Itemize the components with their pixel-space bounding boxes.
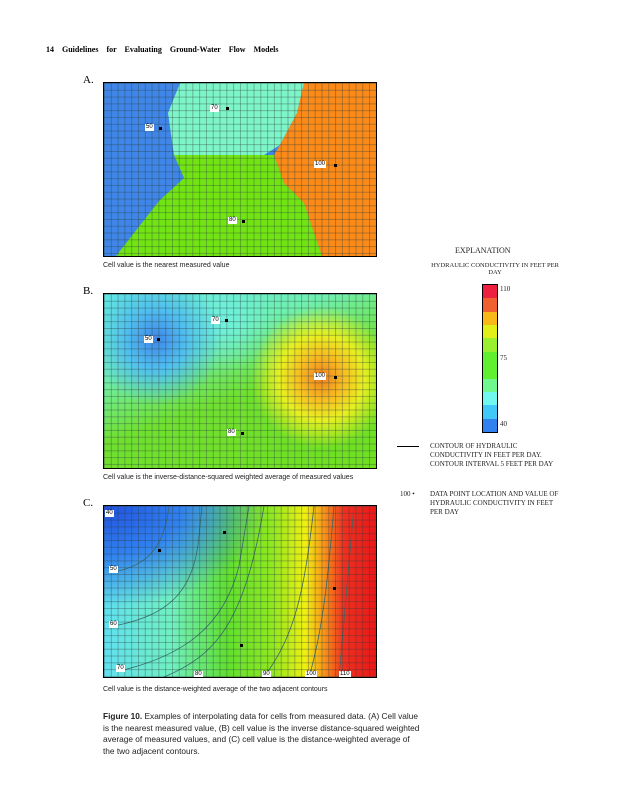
contour-label: 60 <box>109 621 118 628</box>
color-scale-step <box>483 391 497 406</box>
running-header: 14 Guidelines for Evaluating Ground-Wate… <box>46 45 279 54</box>
contour-label: 80 <box>194 671 203 677</box>
contour-label: 90 <box>262 671 271 677</box>
color-scale-step <box>483 311 497 326</box>
data-point-legend-text: DATA POINT LOCATION AND VALUE OF HYDRAUL… <box>430 490 559 516</box>
point-label: 50 <box>145 124 154 131</box>
point-label: 70 <box>211 317 220 324</box>
point-label: 50 <box>144 336 153 343</box>
contour-label: 70 <box>116 665 125 672</box>
contour-label: 110 <box>339 671 351 677</box>
color-scale-step <box>483 338 497 352</box>
panel-c-caption: Cell value is the distance-weighted aver… <box>103 686 328 693</box>
color-scale-step <box>483 298 497 312</box>
point-label: 100 <box>314 373 327 380</box>
point-label: 100 <box>314 161 327 168</box>
scale-tick: 75 <box>500 354 507 362</box>
color-scale-step <box>483 365 497 379</box>
color-scale-step <box>483 325 497 339</box>
contour-line-symbol <box>397 446 419 447</box>
legend-scale-title: HYDRAULIC CONDUCTIVITY IN FEET PER DAY <box>431 262 559 276</box>
panel-c-map: 40 50 60 70 80 90 100 110 <box>103 505 377 678</box>
panel-b-caption: Cell value is the inverse-distance-squar… <box>103 474 354 481</box>
panel-b-label: B. <box>83 285 94 297</box>
color-scale-step <box>483 285 497 299</box>
panel-c-label: C. <box>83 497 94 509</box>
color-scale-step <box>483 405 497 419</box>
panel-a-label: A. <box>83 74 94 86</box>
panel-b-map: 70 50 100 80 <box>103 293 377 469</box>
figure-caption: Figure 10. Examples of interpolating dat… <box>103 711 423 757</box>
contour-label: 40 <box>105 510 114 517</box>
contour-legend-text: CONTOUR OF HYDRAULIC CONDUCTIVITY IN FEE… <box>430 442 554 468</box>
point-label: 80 <box>228 217 237 224</box>
data-point-symbol: 100 • <box>400 490 415 498</box>
contour-label: 100 <box>305 671 318 677</box>
point-label: 80 <box>227 429 236 436</box>
scale-tick: 40 <box>500 420 507 428</box>
point-label: 70 <box>210 105 219 112</box>
color-scale-step <box>483 418 497 432</box>
panel-a-caption: Cell value is the nearest measured value <box>103 262 230 269</box>
scale-tick: 110 <box>500 285 511 293</box>
legend-title: EXPLANATION <box>455 246 511 255</box>
figure-number: Figure 10. <box>103 711 143 721</box>
color-scale-bar <box>482 284 498 433</box>
panel-a-map: 70 50 100 80 <box>103 82 377 257</box>
contour-label: 50 <box>109 566 118 573</box>
figure-caption-text: Examples of interpolating data for cells… <box>103 711 420 756</box>
color-scale-step <box>483 351 497 366</box>
color-scale-step <box>483 378 497 392</box>
